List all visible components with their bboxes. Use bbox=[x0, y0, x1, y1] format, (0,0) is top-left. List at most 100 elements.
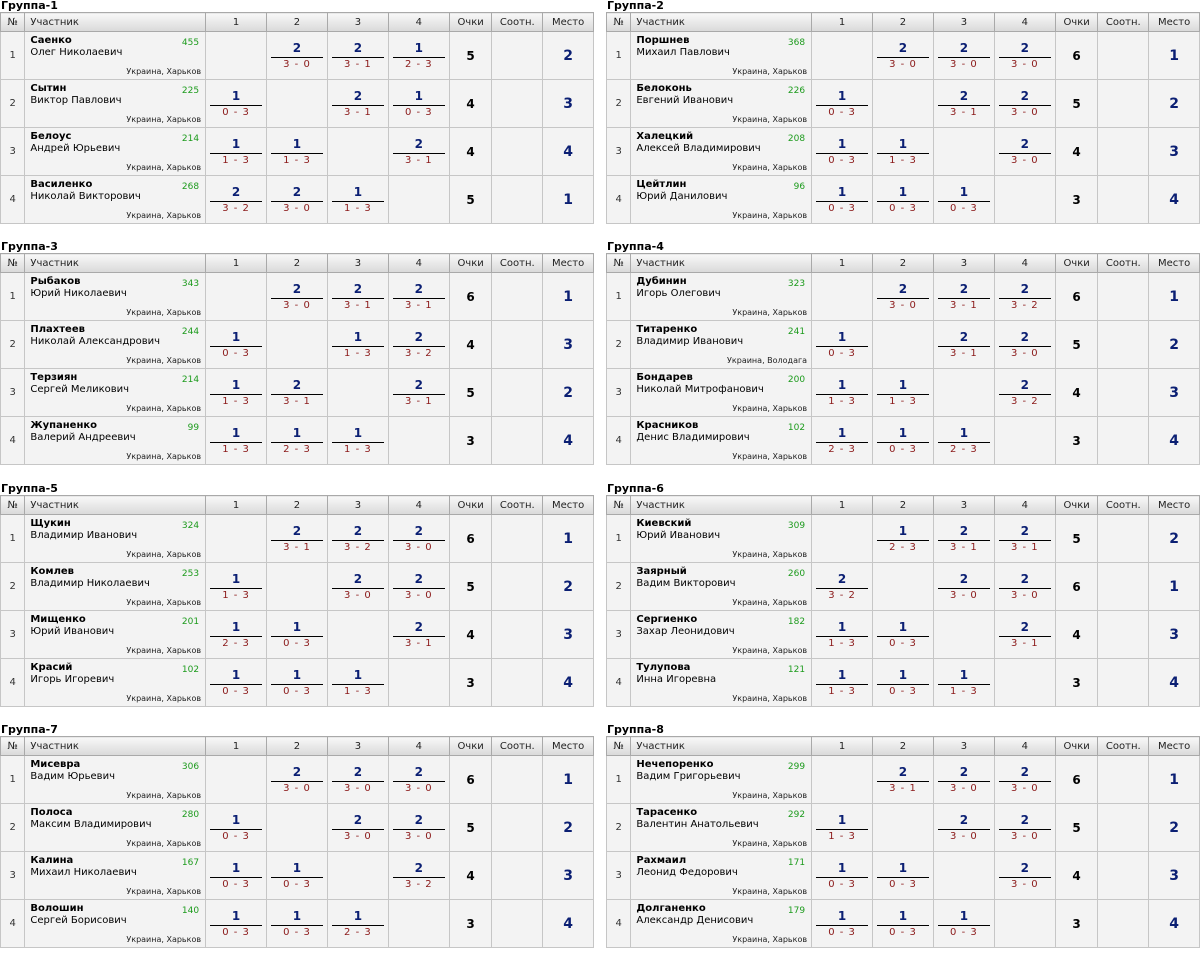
header-opponent-4[interactable]: 4 bbox=[387, 253, 450, 273]
header-opponent-3[interactable]: 3 bbox=[326, 253, 389, 273]
participant-cell[interactable]: Калина Михаил Николаевич 167 Украина, Харьк… bbox=[24, 851, 207, 900]
header-opponent-4[interactable]: 4 bbox=[993, 495, 1056, 515]
header-participant[interactable]: Участник bbox=[24, 736, 207, 756]
header-place[interactable]: Место bbox=[542, 736, 594, 756]
header-points[interactable]: Очки bbox=[1054, 253, 1099, 273]
participant-cell[interactable]: Белоус Андрей Юрьевич 214 Украина, Харьков bbox=[24, 127, 207, 176]
match-result-cell[interactable]: 2 3 - 0 bbox=[993, 851, 1056, 900]
header-participant[interactable]: Участник bbox=[630, 736, 813, 756]
header-no[interactable]: № bbox=[605, 736, 632, 756]
header-no[interactable]: № bbox=[0, 253, 26, 273]
match-result-cell[interactable]: 2 3 - 0 bbox=[993, 31, 1056, 80]
header-participant[interactable]: Участник bbox=[630, 253, 813, 273]
header-opponent-2[interactable]: 2 bbox=[266, 495, 328, 515]
match-result-cell[interactable]: 1 1 - 3 bbox=[205, 562, 268, 611]
match-result-cell[interactable]: 1 1 - 3 bbox=[932, 658, 995, 707]
header-opponent-2[interactable]: 2 bbox=[872, 736, 934, 756]
header-ratio[interactable]: Соотн. bbox=[491, 736, 544, 756]
participant-cell[interactable]: Белоконь Евгений Иванович 226 Украина, Харь… bbox=[630, 79, 813, 128]
match-result-cell[interactable]: 1 2 - 3 bbox=[266, 416, 328, 465]
match-result-cell[interactable]: 1 1 - 3 bbox=[326, 658, 389, 707]
match-result-cell[interactable]: 2 3 - 1 bbox=[387, 127, 450, 176]
match-result-cell[interactable]: 2 3 - 0 bbox=[993, 127, 1056, 176]
header-place[interactable]: Место bbox=[1148, 253, 1200, 273]
match-result-cell[interactable]: 1 1 - 3 bbox=[326, 175, 389, 224]
match-result-cell[interactable]: 2 3 - 2 bbox=[811, 562, 874, 611]
header-participant[interactable]: Участник bbox=[630, 495, 813, 515]
header-place[interactable]: Место bbox=[542, 253, 594, 273]
header-opponent-1[interactable]: 1 bbox=[205, 736, 268, 756]
match-result-cell[interactable]: 1 0 - 3 bbox=[205, 851, 268, 900]
match-result-cell[interactable]: 1 0 - 3 bbox=[811, 175, 874, 224]
match-result-cell[interactable]: 2 3 - 0 bbox=[387, 803, 450, 852]
match-result-cell[interactable]: 2 3 - 0 bbox=[993, 803, 1056, 852]
participant-cell[interactable]: Рахмаил Леонид Федорович 171 Украина, Харьк… bbox=[630, 851, 813, 900]
participant-cell[interactable]: Волошин Сергей Борисович 140 Украина, Харьк… bbox=[24, 899, 207, 948]
header-place[interactable]: Место bbox=[542, 12, 594, 32]
match-result-cell[interactable]: 2 3 - 2 bbox=[993, 368, 1056, 417]
match-result-cell[interactable]: 2 3 - 0 bbox=[326, 755, 389, 804]
match-result-cell[interactable]: 1 1 - 3 bbox=[205, 127, 268, 176]
header-place[interactable]: Место bbox=[542, 495, 594, 515]
participant-cell[interactable]: Василенко Николай Викторович 268 Украина, Х… bbox=[24, 175, 207, 224]
match-result-cell[interactable]: 1 0 - 3 bbox=[266, 658, 328, 707]
match-result-cell[interactable]: 2 3 - 1 bbox=[932, 79, 995, 128]
match-result-cell[interactable]: 1 1 - 3 bbox=[266, 127, 328, 176]
participant-cell[interactable]: Сытин Виктор Павлович 225 Украина, Харьков bbox=[24, 79, 207, 128]
match-result-cell[interactable]: 2 3 - 0 bbox=[872, 272, 934, 321]
match-result-cell[interactable]: 1 0 - 3 bbox=[872, 658, 934, 707]
header-points[interactable]: Очки bbox=[1054, 12, 1099, 32]
header-participant[interactable]: Участник bbox=[24, 253, 207, 273]
match-result-cell[interactable]: 2 3 - 1 bbox=[993, 610, 1056, 659]
match-result-cell[interactable]: 1 1 - 3 bbox=[205, 368, 268, 417]
participant-cell[interactable]: Титаренко Владимир Иванович 241 Украина, Во… bbox=[630, 320, 813, 369]
match-result-cell[interactable]: 1 1 - 3 bbox=[872, 368, 934, 417]
header-opponent-4[interactable]: 4 bbox=[993, 12, 1056, 32]
match-result-cell[interactable]: 2 3 - 0 bbox=[266, 175, 328, 224]
header-ratio[interactable]: Соотн. bbox=[491, 12, 544, 32]
header-points[interactable]: Очки bbox=[448, 495, 493, 515]
match-result-cell[interactable]: 2 3 - 2 bbox=[205, 175, 268, 224]
match-result-cell[interactable]: 2 3 - 2 bbox=[387, 320, 450, 369]
match-result-cell[interactable]: 1 0 - 3 bbox=[205, 899, 268, 948]
match-result-cell[interactable]: 2 3 - 0 bbox=[326, 562, 389, 611]
match-result-cell[interactable]: 2 3 - 0 bbox=[266, 31, 328, 80]
header-opponent-4[interactable]: 4 bbox=[387, 12, 450, 32]
match-result-cell[interactable]: 2 3 - 0 bbox=[932, 803, 995, 852]
participant-cell[interactable]: Саенко Олег Николаевич 455 Украина, Харьков bbox=[24, 31, 207, 80]
match-result-cell[interactable]: 1 0 - 3 bbox=[266, 851, 328, 900]
participant-cell[interactable]: Заярный Вадим Викторович 260 Украина, Харьк… bbox=[630, 562, 813, 611]
header-ratio[interactable]: Соотн. bbox=[1097, 12, 1150, 32]
match-result-cell[interactable]: 1 0 - 3 bbox=[266, 899, 328, 948]
participant-cell[interactable]: Комлев Владимир Николаевич 253 Украина, Хар… bbox=[24, 562, 207, 611]
header-no[interactable]: № bbox=[0, 736, 26, 756]
participant-cell[interactable]: Халецкий Алексей Владимирович 208 Украина, … bbox=[630, 127, 813, 176]
match-result-cell[interactable]: 1 0 - 3 bbox=[811, 79, 874, 128]
match-result-cell[interactable]: 1 0 - 3 bbox=[872, 851, 934, 900]
header-opponent-3[interactable]: 3 bbox=[932, 495, 995, 515]
header-opponent-3[interactable]: 3 bbox=[326, 736, 389, 756]
header-opponent-2[interactable]: 2 bbox=[872, 12, 934, 32]
match-result-cell[interactable]: 2 3 - 1 bbox=[326, 31, 389, 80]
match-result-cell[interactable]: 1 0 - 3 bbox=[811, 320, 874, 369]
match-result-cell[interactable]: 1 0 - 3 bbox=[811, 899, 874, 948]
match-result-cell[interactable]: 2 3 - 1 bbox=[326, 272, 389, 321]
match-result-cell[interactable]: 2 3 - 1 bbox=[387, 368, 450, 417]
header-ratio[interactable]: Соотн. bbox=[1097, 495, 1150, 515]
match-result-cell[interactable]: 2 3 - 0 bbox=[932, 755, 995, 804]
header-opponent-4[interactable]: 4 bbox=[993, 253, 1056, 273]
header-opponent-4[interactable]: 4 bbox=[387, 495, 450, 515]
match-result-cell[interactable]: 1 0 - 3 bbox=[872, 175, 934, 224]
match-result-cell[interactable]: 1 0 - 3 bbox=[872, 610, 934, 659]
header-ratio[interactable]: Соотн. bbox=[491, 253, 544, 273]
match-result-cell[interactable]: 1 0 - 3 bbox=[872, 899, 934, 948]
header-no[interactable]: № bbox=[0, 495, 26, 515]
match-result-cell[interactable]: 2 3 - 2 bbox=[993, 272, 1056, 321]
match-result-cell[interactable]: 2 3 - 1 bbox=[266, 514, 328, 563]
match-result-cell[interactable]: 1 0 - 3 bbox=[205, 320, 268, 369]
match-result-cell[interactable]: 1 2 - 3 bbox=[872, 514, 934, 563]
header-participant[interactable]: Участник bbox=[24, 12, 207, 32]
header-ratio[interactable]: Соотн. bbox=[1097, 736, 1150, 756]
match-result-cell[interactable]: 2 3 - 0 bbox=[993, 79, 1056, 128]
match-result-cell[interactable]: 2 3 - 1 bbox=[266, 368, 328, 417]
